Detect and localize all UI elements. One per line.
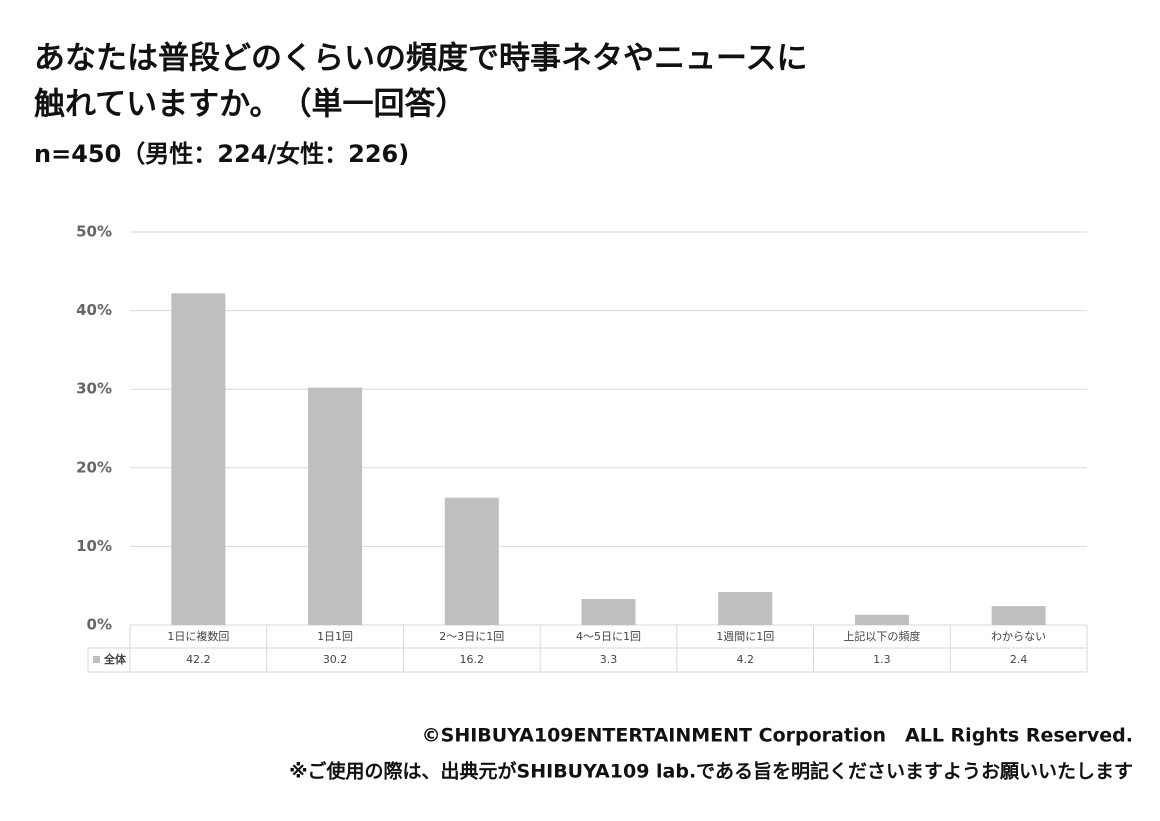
table-value: 42.2 (186, 653, 211, 666)
table-value: 30.2 (323, 653, 348, 666)
x-tick-label: 1日1回 (317, 630, 353, 643)
bar (718, 591, 773, 625)
x-tick-label: わからない (991, 630, 1046, 643)
chart-subtitle: n=450（男性：224/女性：226) (34, 140, 409, 168)
y-tick-label: 30% (76, 380, 112, 398)
y-tick-label: 10% (76, 537, 112, 555)
bar (444, 497, 499, 625)
x-tick-label: 1日に複数回 (167, 629, 229, 643)
chart-title: 触れていますか。 （単一回答） (34, 87, 466, 123)
table-value: 3.3 (600, 653, 618, 666)
table-value: 2.4 (1010, 653, 1028, 666)
x-tick-label: 2～3日に1回 (439, 630, 504, 643)
table-value: 4.2 (736, 653, 754, 666)
x-tick-label: 1週間に1回 (716, 630, 774, 643)
note: ※ご使用の際は、出典元がSHIBUYA109 lab.である旨を明記くださいます… (289, 760, 1133, 783)
table-value: 1.3 (873, 653, 891, 666)
y-tick-label: 50% (76, 223, 112, 241)
x-tick-label: 上記以下の頻度 (843, 629, 920, 643)
table-value: 16.2 (460, 653, 485, 666)
y-tick-label: 40% (76, 301, 112, 319)
bar (171, 293, 226, 625)
legend-label: 全体 (103, 652, 127, 666)
bar (991, 606, 1046, 625)
bar (581, 599, 636, 625)
bar (854, 614, 909, 625)
bar (308, 387, 363, 625)
y-tick-label: 0% (87, 616, 112, 634)
legend-swatch (93, 656, 100, 663)
x-tick-label: 4～5日に1回 (576, 630, 641, 643)
y-tick-label: 20% (76, 458, 112, 476)
chart-title: あなたは普段どのくらいの頻度で時事ネタやニュースに (34, 41, 807, 77)
copyright: ©SHIBUYA109ENTERTAINMENT Corporation ALL… (422, 725, 1133, 747)
